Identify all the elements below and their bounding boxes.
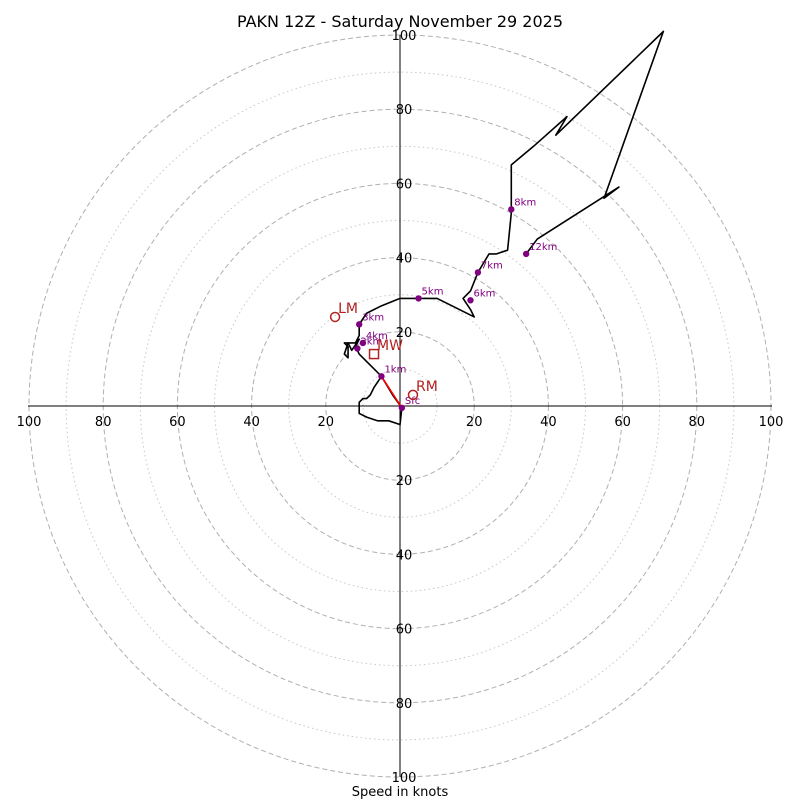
storm-motion-label-LM: LM — [338, 301, 358, 317]
y-tick-up-100: 100 — [392, 29, 417, 44]
storm-motion-markers: RM LM MW — [329, 301, 438, 401]
height-label-5km: 5km — [422, 286, 444, 297]
height-label-1km: 1km — [384, 364, 406, 375]
x-tick-left-80: 80 — [95, 415, 112, 430]
height-label-4km: 4km — [366, 331, 388, 342]
height-marker-Sfc — [398, 404, 406, 412]
y-tick-up-60: 60 — [396, 177, 413, 192]
x-tick-left-60: 60 — [169, 415, 186, 430]
height-label-3km: 3km — [362, 312, 384, 323]
height-marker-2km — [354, 345, 361, 352]
storm-motion-LM — [329, 311, 341, 323]
x-axis-label: Speed in knots — [352, 785, 449, 800]
storm-motion-RM — [407, 389, 419, 401]
x-tick-right-60: 60 — [614, 415, 631, 430]
height-label-Sfc: Sfc — [405, 396, 420, 407]
height-marker-12km — [522, 250, 530, 258]
low-level-loop-line — [358, 375, 403, 426]
chart-title: PAKN 12Z - Saturday November 29 2025 — [237, 12, 563, 31]
x-tick-right-100: 100 — [759, 415, 784, 430]
x-tick-left-100: 100 — [17, 415, 42, 430]
height-marker-3km — [355, 321, 363, 328]
height-label-12km: 12km — [529, 242, 557, 253]
height-marker-8km — [508, 206, 515, 213]
x-tick-right-40: 40 — [540, 415, 557, 430]
height-marker-1km — [378, 373, 385, 380]
hodograph-trace — [343, 30, 665, 426]
x-tick-right-20: 20 — [466, 415, 483, 430]
height-marker-6km — [467, 297, 474, 304]
storm-motion-MW — [368, 348, 380, 360]
height-label-8km: 8km — [514, 197, 536, 208]
x-tick-right-80: 80 — [689, 415, 706, 430]
height-label-2km: 2km — [360, 336, 382, 347]
y-tick-up-20: 20 — [396, 326, 413, 341]
height-label-7km: 7km — [481, 260, 503, 271]
height-label-6km: 6km — [473, 288, 495, 299]
x-tick-left-20: 20 — [318, 415, 335, 430]
height-marker-7km — [474, 269, 482, 276]
y-tick-down-20: 20 — [396, 474, 413, 489]
surface-layer-segment — [380, 375, 403, 409]
y-tick-up-40: 40 — [396, 252, 413, 267]
height-marker-5km — [415, 295, 422, 302]
y-tick-down-80: 80 — [396, 697, 413, 712]
y-tick-down-60: 60 — [396, 623, 413, 638]
height-markers: Sfc 1km 2km 3km 4km 5km 6km 7km 8km 12km — [354, 197, 557, 412]
y-tick-up-80: 80 — [396, 103, 413, 118]
y-tick-down-100: 100 — [392, 771, 417, 786]
tick-labels: 100 80 60 40 20 20 40 60 80 100 20 40 60 80 100 20 40 60 8… — [17, 29, 784, 786]
height-marker-4km — [359, 339, 367, 347]
storm-motion-label-RM: RM — [416, 379, 438, 395]
storm-motion-label-MW: MW — [377, 338, 403, 354]
x-tick-left-40: 40 — [243, 415, 260, 430]
hodograph-line — [343, 30, 665, 409]
y-tick-down-40: 40 — [396, 548, 413, 563]
